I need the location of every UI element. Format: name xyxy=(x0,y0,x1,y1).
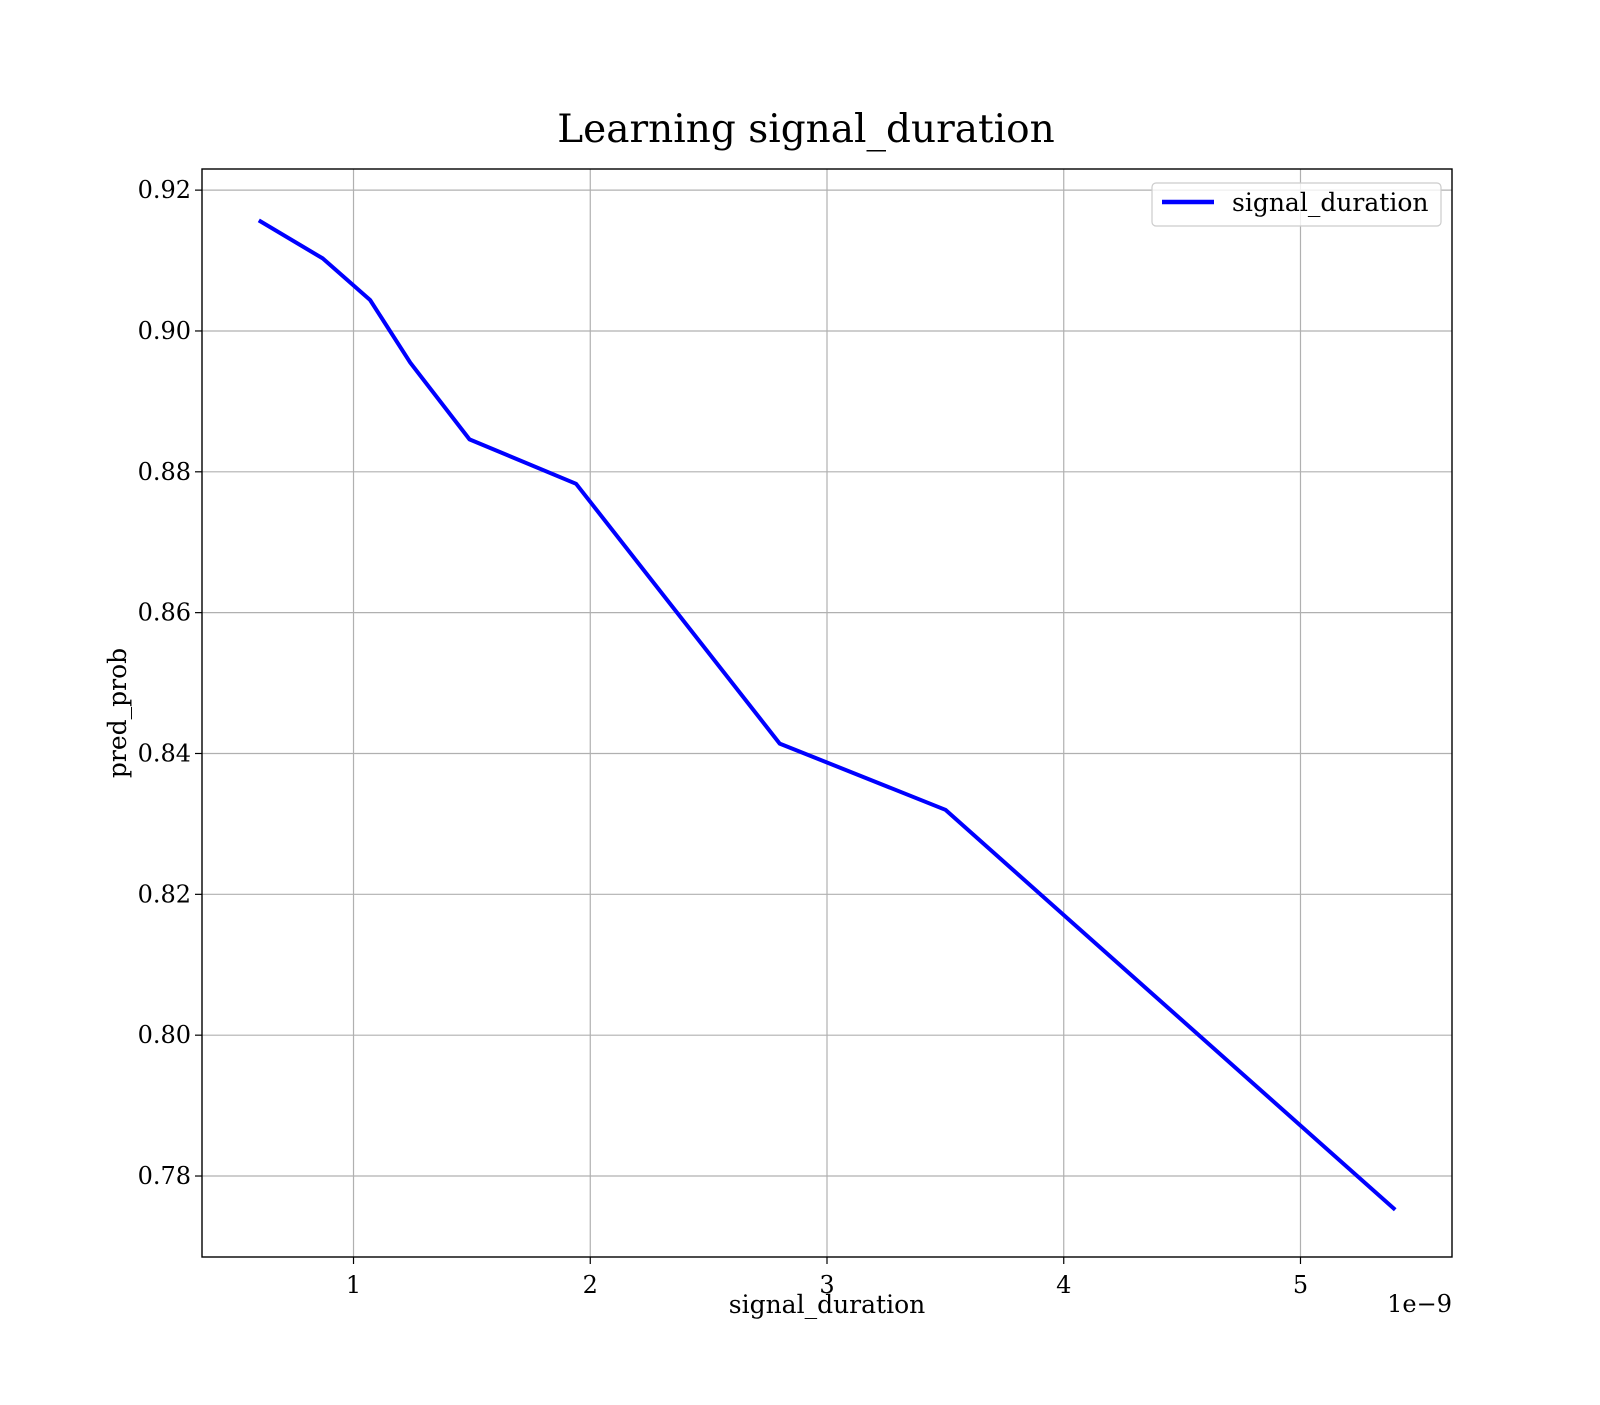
x-tick-label: 1 xyxy=(346,1271,361,1299)
legend-frame xyxy=(1151,182,1442,227)
x-tick-label: 3 xyxy=(819,1271,834,1299)
y-tick-label: 0.88 xyxy=(138,458,191,486)
series-layer xyxy=(257,218,1397,1212)
y-tick-label: 0.86 xyxy=(138,599,191,627)
y-tick-label: 0.78 xyxy=(138,1162,191,1190)
legend: signal_duration xyxy=(1151,182,1442,227)
y-tick-label: 0.84 xyxy=(138,739,191,767)
chart-title: Learning signal_duration xyxy=(557,107,1054,152)
y-tick-label: 0.82 xyxy=(138,880,191,908)
y-axis-ticks: 0.78 0.80 0.82 0.84 0.86 0.88 0.90 0.92 xyxy=(138,176,202,1190)
y-tick-label: 0.90 xyxy=(138,317,191,345)
x-tick-label: 4 xyxy=(1056,1271,1071,1299)
y-axis-label: pred_prob xyxy=(103,648,132,778)
y-tick-label: 0.80 xyxy=(138,1021,191,1049)
legend-label: signal_duration xyxy=(1232,188,1428,217)
x-tick-label: 5 xyxy=(1293,1271,1308,1299)
x-axis-label: signal_duration xyxy=(729,1290,925,1319)
x-tick-label: 2 xyxy=(583,1271,598,1299)
x-axis-offset-text: 1e−9 xyxy=(1387,1290,1452,1318)
y-tick-label: 0.92 xyxy=(138,176,191,204)
series-line xyxy=(257,218,1397,1212)
x-axis-ticks: 1 2 3 4 5 xyxy=(346,1257,1308,1299)
